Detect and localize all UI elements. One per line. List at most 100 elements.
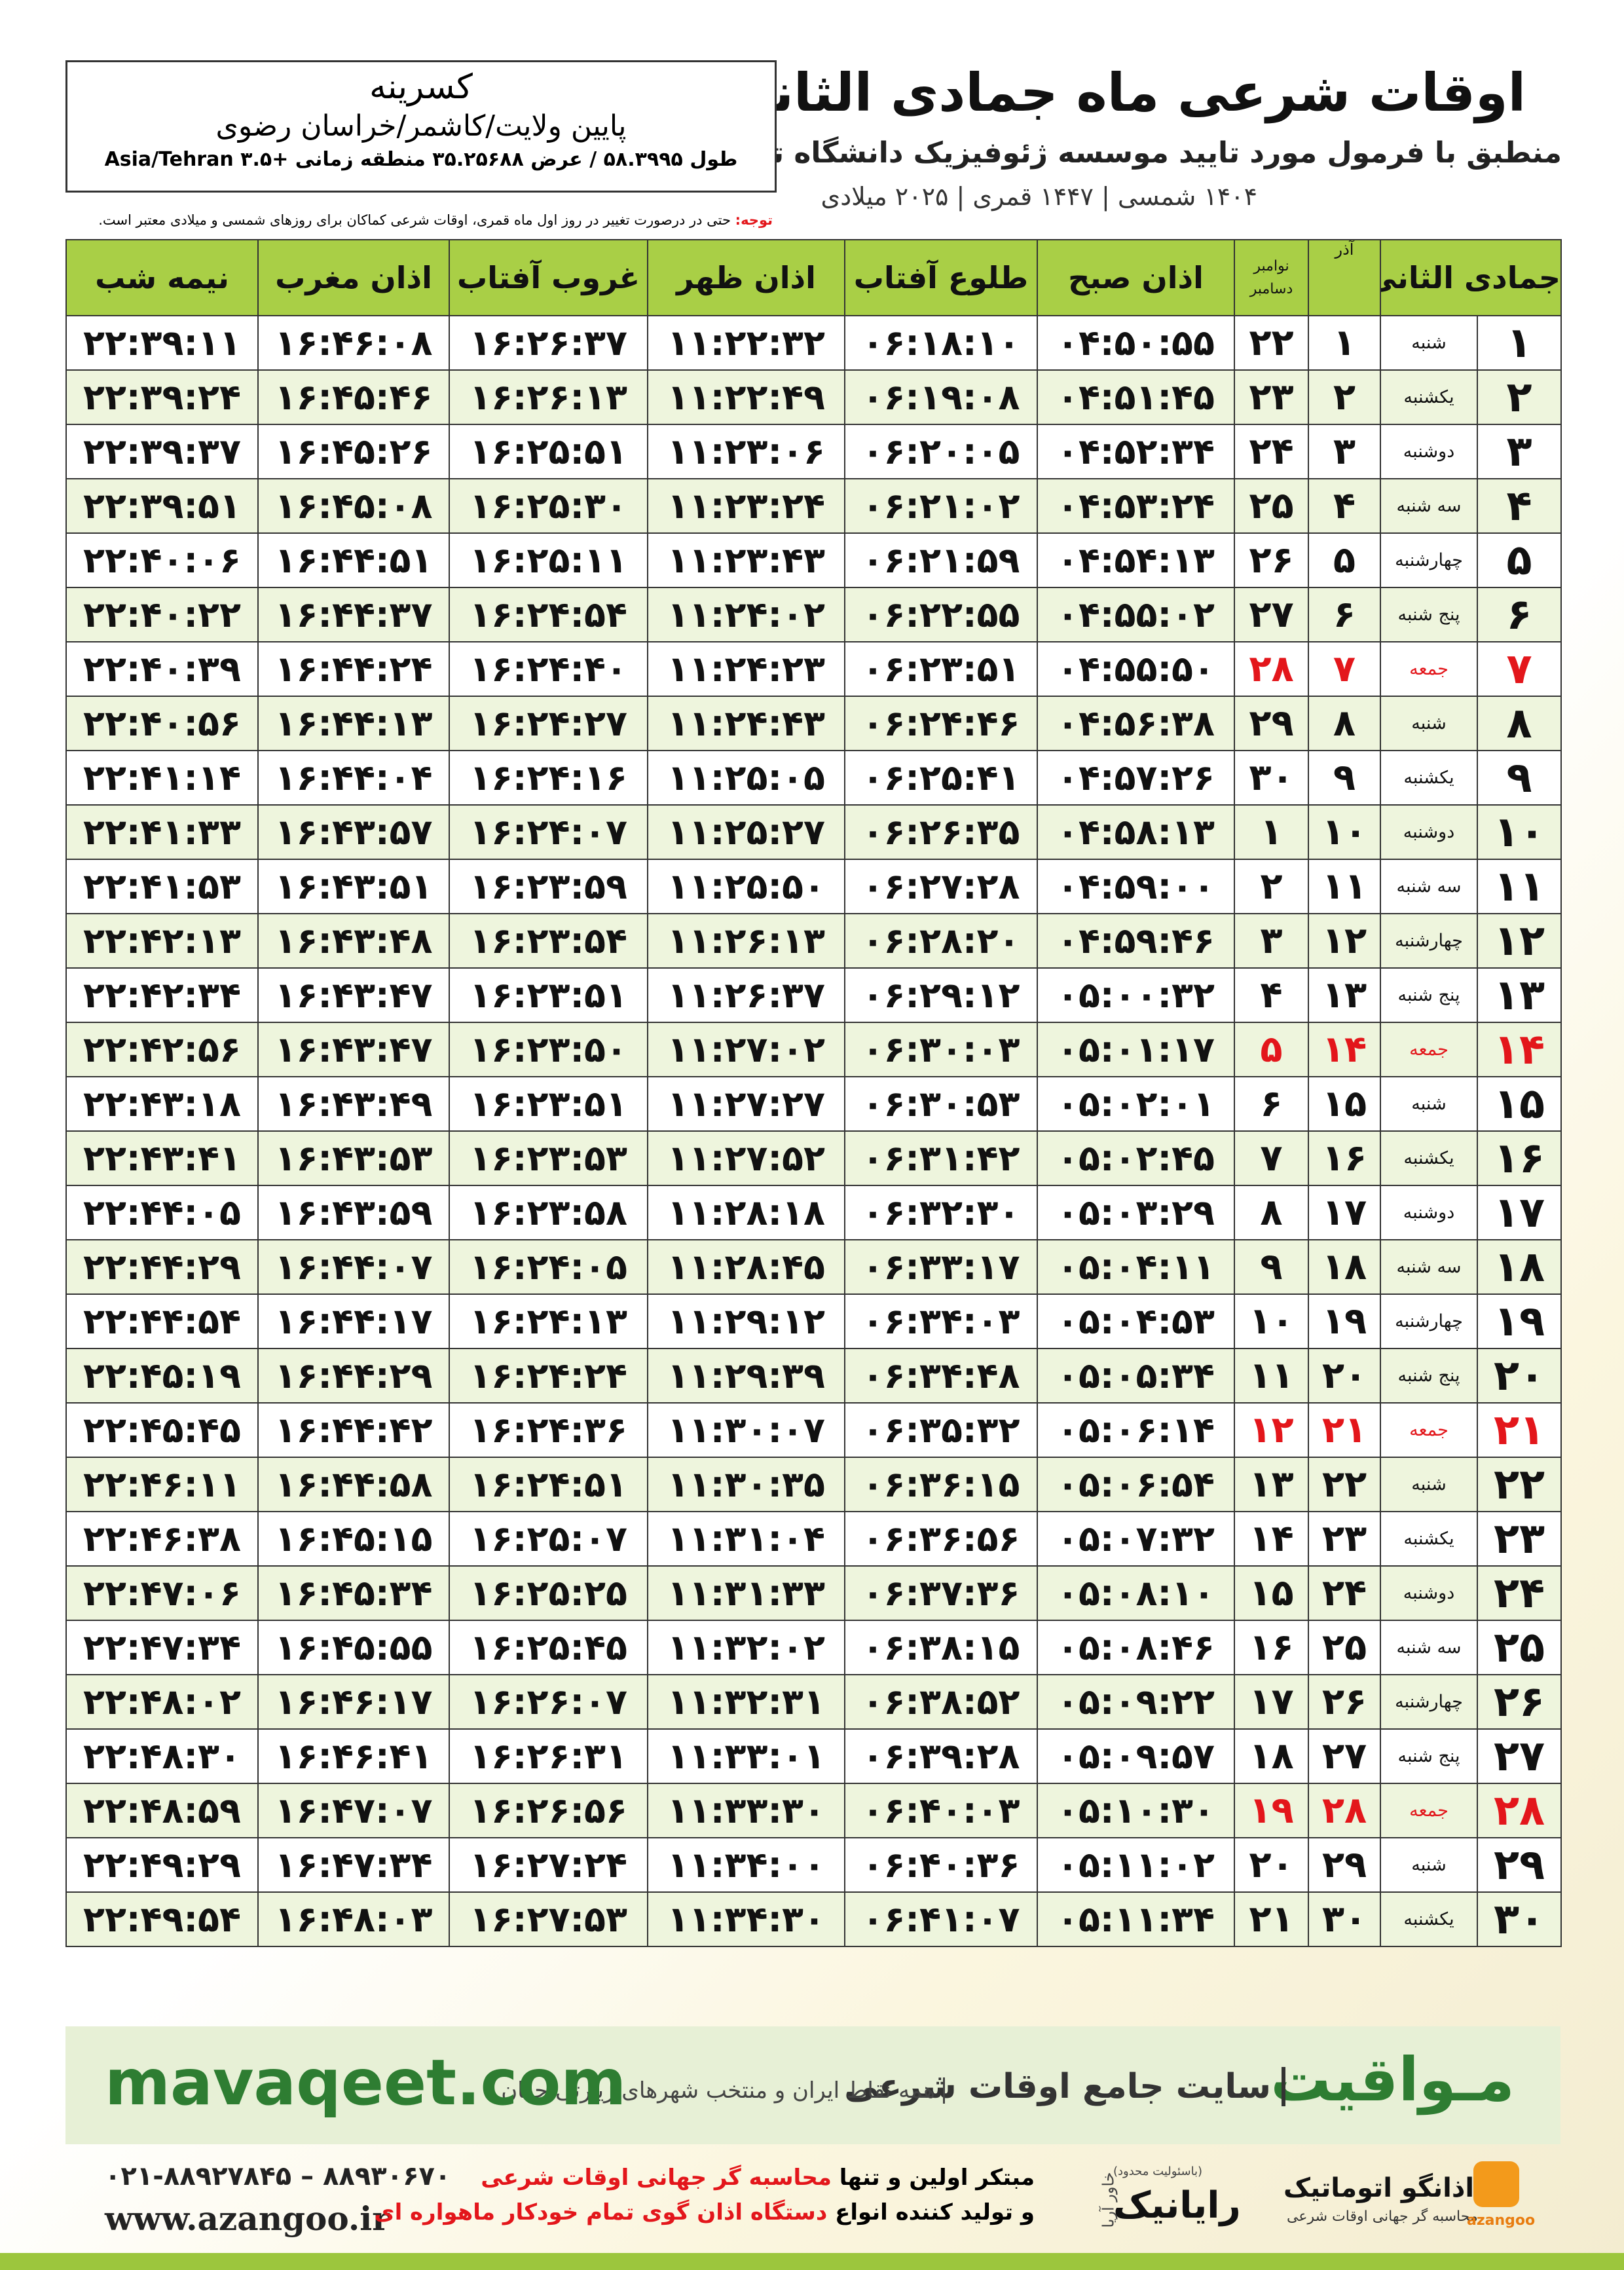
day-cell: ۳ xyxy=(1308,424,1381,479)
time-cell: ۱۶:۲۶:۳۷ xyxy=(449,315,648,371)
time-cell: ۰۴:۵۱:۴۵ xyxy=(1037,369,1235,425)
time-cell: ۰۶:۳۳:۱۷ xyxy=(844,1239,1038,1295)
time-cell: ۱۶:۴۴:۲۹ xyxy=(257,1348,450,1404)
time-cell: ۱۶:۴۵:۳۴ xyxy=(257,1565,450,1621)
time-cell: ۲۲:۴۴:۲۹ xyxy=(65,1239,259,1295)
time-cell: ۰۴:۵۵:۵۰ xyxy=(1037,641,1235,697)
time-cell: ۱۶:۴۴:۵۸ xyxy=(257,1457,450,1512)
column-header: آذر xyxy=(1308,239,1381,316)
text: و تولید کننده انواع xyxy=(835,2199,1035,2225)
table-row: ۵ چهارشنبه ۵ ۲۶ ۰۴:۵۴:۱۳ ۰۶:۲۱:۵۹ ۱۱:۲۳:۴۳ ۱۶:۲… xyxy=(65,532,1562,588)
table-row: ۱۵ شنبه ۱۵ ۶ ۰۵:۰۲:۰۱ ۰۶:۳۰:۵۳ ۱۱:۲۷:۲۷ ۱۶:۲۳:۵… xyxy=(65,1076,1562,1132)
column-header-line: نوامبر xyxy=(1253,258,1289,274)
time-cell: ۰۴:۵۰:۵۵ xyxy=(1037,315,1235,371)
day-cell: ۱ xyxy=(1234,804,1309,860)
day-cell: ۲۶ xyxy=(1477,1674,1562,1730)
day-cell: ۲۹ xyxy=(1477,1837,1562,1893)
weekday-cell: یکشنبه xyxy=(1379,1891,1479,1947)
column-header-line: دسامبر xyxy=(1249,281,1293,297)
day-cell: ۲۶ xyxy=(1308,1674,1381,1730)
column-header: اذان ظهر xyxy=(647,239,845,316)
day-cell: ۱۳ xyxy=(1477,967,1562,1023)
weekday-cell: پنج شنبه xyxy=(1379,1728,1479,1784)
table-row: ۱۰ دوشنبه ۱۰ ۱ ۰۴:۵۸:۱۳ ۰۶:۲۶:۳۵ ۱۱:۲۵:۲۷ ۱۶:۲۴… xyxy=(65,804,1562,860)
banner: مـواقیت سایت جامع اوقات شرعی همه نقاط ای… xyxy=(65,2026,1560,2144)
time-cell: ۱۱:۲۸:۱۸ xyxy=(647,1185,845,1240)
time-cell: ۱۱:۲۲:۴۹ xyxy=(647,369,845,425)
company-2: اذانگو اتوماتیک xyxy=(1283,2173,1475,2203)
time-cell: ۱۱:۲۳:۴۳ xyxy=(647,532,845,588)
time-cell: ۲۲:۴۲:۱۳ xyxy=(65,913,259,969)
day-cell: ۸ xyxy=(1308,696,1381,751)
time-cell: ۱۶:۲۳:۵۱ xyxy=(449,967,648,1023)
time-cell: ۰۵:۰۰:۳۲ xyxy=(1037,967,1235,1023)
time-cell: ۲۲:۴۰:۲۲ xyxy=(65,587,259,642)
time-cell: ۱۶:۴۳:۵۷ xyxy=(257,804,450,860)
time-cell: ۱۶:۴۳:۴۷ xyxy=(257,1022,450,1077)
time-cell: ۰۴:۵۹:۰۰ xyxy=(1037,859,1235,914)
day-cell: ۲۵ xyxy=(1234,478,1309,534)
time-cell: ۱۶:۴۴:۳۷ xyxy=(257,587,450,642)
date-line: ۱۴۰۴ شمسی | ۱۴۴۷ قمری | ۲۰۲۵ میلادی xyxy=(821,182,1257,211)
time-cell: ۰۵:۰۴:۱۱ xyxy=(1037,1239,1235,1295)
day-cell: ۱۲ xyxy=(1477,913,1562,969)
time-cell: ۱۱:۲۳:۰۶ xyxy=(647,424,845,479)
time-cell: ۱۶:۴۳:۴۹ xyxy=(257,1076,450,1132)
table-row: ۷ جمعه ۷ ۲۸ ۰۴:۵۵:۵۰ ۰۶:۲۳:۵۱ ۱۱:۲۴:۲۳ ۱۶:۲۴:۴۰… xyxy=(65,641,1562,697)
time-cell: ۰۶:۴۰:۳۶ xyxy=(844,1837,1038,1893)
day-cell: ۲ xyxy=(1477,369,1562,425)
tagline: سایت جامع اوقات شرعی xyxy=(844,2067,1285,2106)
day-cell: ۸ xyxy=(1477,696,1562,751)
day-cell: ۱۲ xyxy=(1234,1402,1309,1458)
weekday-cell: دوشنبه xyxy=(1379,804,1479,860)
time-cell: ۱۱:۳۳:۰۱ xyxy=(647,1728,845,1784)
note-text: حتی در درصورت تغییر در روز اول ماه قمری،… xyxy=(98,212,731,228)
time-cell: ۱۶:۴۴:۴۲ xyxy=(257,1402,450,1458)
time-cell: ۱۱:۲۷:۲۷ xyxy=(647,1076,845,1132)
day-cell: ۱ xyxy=(1477,315,1562,371)
footer-line-2: و تولید کننده انواع دستگاه اذان گوی تمام… xyxy=(374,2199,1035,2225)
website-banner: mavaqeet.com xyxy=(105,2046,627,2119)
time-cell: ۰۵:۰۹:۵۷ xyxy=(1037,1728,1235,1784)
day-cell: ۵ xyxy=(1308,532,1381,588)
title: اوقات شرعی ماه جمادی الثانی xyxy=(720,62,1526,123)
time-cell: ۰۶:۳۴:۰۳ xyxy=(844,1293,1038,1349)
time-cell: ۰۵:۱۱:۰۲ xyxy=(1037,1837,1235,1893)
table-row: ۱۹ چهارشنبه ۱۹ ۱۰ ۰۵:۰۴:۵۳ ۰۶:۳۴:۰۳ ۱۱:۲۹:۱۲ ۱۶… xyxy=(65,1293,1562,1349)
time-cell: ۲۲:۴۲:۵۶ xyxy=(65,1022,259,1077)
time-cell: ۱۶:۴۴:۵۱ xyxy=(257,532,450,588)
time-cell: ۰۵:۰۴:۵۳ xyxy=(1037,1293,1235,1349)
time-cell: ۲۲:۴۱:۵۳ xyxy=(65,859,259,914)
weekday-cell: دوشنبه xyxy=(1379,1565,1479,1621)
time-cell: ۱۱:۲۶:۳۷ xyxy=(647,967,845,1023)
time-cell: ۰۴:۵۶:۳۸ xyxy=(1037,696,1235,751)
time-cell: ۰۴:۵۴:۱۳ xyxy=(1037,532,1235,588)
time-cell: ۱۶:۴۶:۰۸ xyxy=(257,315,450,371)
company-1-sub: خاور آریا xyxy=(1099,2172,1118,2228)
time-cell: ۲۲:۴۰:۳۹ xyxy=(65,641,259,697)
day-cell: ۹ xyxy=(1308,750,1381,806)
day-cell: ۳۰ xyxy=(1234,750,1309,806)
weekday-cell: یکشنبه xyxy=(1379,369,1479,425)
time-cell: ۱۱:۲۹:۱۲ xyxy=(647,1293,845,1349)
prayer-table: جمادی الثانی آذر نوامبر دسامبر اذان صبح طلوع … xyxy=(65,239,1562,1947)
time-cell: ۲۲:۴۴:۵۴ xyxy=(65,1293,259,1349)
day-cell: ۲۱ xyxy=(1234,1891,1309,1947)
day-cell: ۱۵ xyxy=(1308,1076,1381,1132)
time-cell: ۰۶:۲۰:۰۵ xyxy=(844,424,1038,479)
time-cell: ۲۲:۴۳:۴۱ xyxy=(65,1130,259,1186)
weekday-cell: سه شنبه xyxy=(1379,478,1479,534)
time-cell: ۱۱:۲۴:۲۳ xyxy=(647,641,845,697)
weekday-cell: یکشنبه xyxy=(1379,1130,1479,1186)
weekday-cell: چهارشنبه xyxy=(1379,913,1479,969)
bottom-bar xyxy=(0,2253,1624,2270)
time-cell: ۱۶:۲۵:۳۰ xyxy=(449,478,648,534)
time-cell: ۰۶:۳۷:۳۶ xyxy=(844,1565,1038,1621)
day-cell: ۲۷ xyxy=(1477,1728,1562,1784)
day-cell: ۲ xyxy=(1234,859,1309,914)
weekday-cell: شنبه xyxy=(1379,1837,1479,1893)
time-cell: ۰۶:۲۳:۵۱ xyxy=(844,641,1038,697)
time-cell: ۱۶:۴۳:۵۹ xyxy=(257,1185,450,1240)
time-cell: ۲۲:۴۹:۲۹ xyxy=(65,1837,259,1893)
day-cell: ۱۴ xyxy=(1477,1022,1562,1077)
